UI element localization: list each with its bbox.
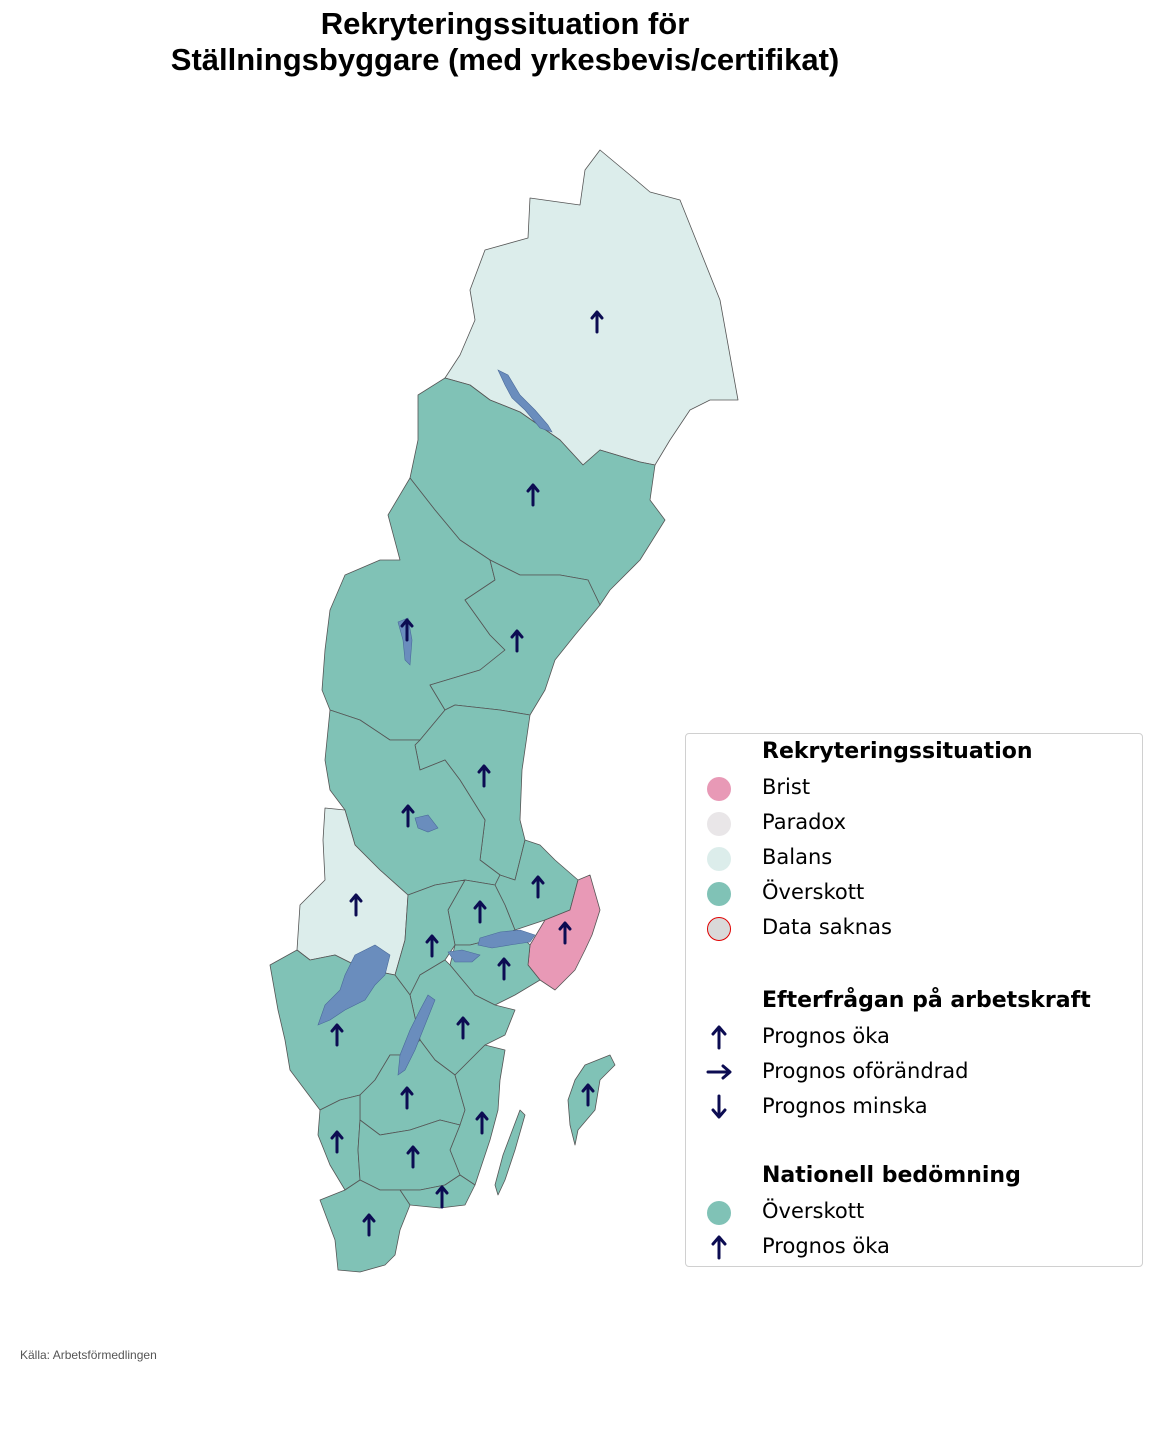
legend-prognos-oka-label: Prognos öka (762, 1024, 890, 1048)
legend-title-efterfragan: Efterfrågan på arbetskraft (762, 988, 1091, 1013)
region-arrows (330, 310, 604, 1237)
region-halland (317, 1094, 361, 1191)
arrow-up-icon (581, 1083, 595, 1107)
lake-siljan (414, 814, 439, 833)
legend-title-rekrytering: Rekryteringssituation (762, 739, 1033, 764)
arrow-up-icon (456, 1016, 470, 1040)
arrow-up-icon (425, 934, 439, 958)
arrow-up-icon (526, 483, 540, 507)
source-note: Källa: Arbetsförmedlingen (20, 1348, 157, 1362)
lake-malaren (477, 929, 536, 949)
lake-vattern (397, 994, 436, 1076)
arrow-up-icon (330, 1023, 344, 1047)
arrow-up-icon (711, 1025, 727, 1050)
legend-brist-label: Brist (762, 775, 811, 799)
arrow-up-icon (330, 1130, 344, 1154)
region-gotland (567, 1054, 616, 1146)
arrow-up-icon (477, 764, 491, 788)
map-title: Rekryteringssituation för Ställningsbygg… (0, 6, 1010, 78)
arrow-up-icon (590, 310, 604, 334)
lake-hjalmaren (447, 949, 481, 963)
legend-brist-swatch (707, 777, 731, 801)
legend-national-status-swatch (707, 1201, 731, 1225)
arrow-up-icon (510, 629, 524, 653)
arrow-right-icon (706, 1064, 732, 1080)
arrow-up-icon (362, 1213, 376, 1237)
arrow-up-icon (711, 1235, 727, 1260)
arrow-down-icon (711, 1094, 727, 1119)
legend-balans-swatch (707, 847, 731, 871)
legend-data-saknas-label: Data saknas (762, 915, 892, 939)
arrow-up-icon (531, 875, 545, 899)
legend-balans-label: Balans (762, 845, 833, 869)
arrow-up-icon (497, 957, 511, 981)
arrow-up-icon (473, 900, 487, 924)
lakes (317, 369, 553, 1076)
legend-title-nationell: Nationell bedömning (762, 1163, 1021, 1188)
region-oland (494, 1109, 526, 1196)
legend: Rekryteringssituation Brist Paradox Bala… (685, 733, 1143, 1267)
region-skane (319, 1179, 411, 1273)
title-line-1: Rekryteringssituation för (320, 6, 690, 41)
legend-national-status-label: Överskott (762, 1199, 865, 1223)
arrow-up-icon (435, 1185, 449, 1209)
region-kronoberg (357, 1119, 461, 1191)
legend-prognos-minska-label: Prognos minska (762, 1094, 928, 1118)
legend-overskott-label: Överskott (762, 880, 865, 904)
legend-data-saknas-swatch (707, 917, 731, 941)
sweden-map (269, 149, 739, 1273)
arrow-up-icon (475, 1111, 489, 1135)
legend-paradox-label: Paradox (762, 810, 847, 834)
arrow-up-icon (558, 921, 572, 945)
arrow-up-icon (401, 804, 415, 828)
legend-prognos-oforandrad-label: Prognos oförändrad (762, 1059, 969, 1083)
title-line-2: Ställningsbyggare (med yrkesbevis/certif… (170, 42, 840, 77)
legend-paradox-swatch (707, 812, 731, 836)
lake-vanern (317, 944, 391, 1026)
lake-tornetrask (497, 369, 553, 433)
arrow-up-icon (400, 1086, 414, 1110)
arrow-up-icon (400, 618, 414, 642)
arrow-up-icon (406, 1145, 420, 1169)
legend-overskott-swatch (707, 882, 731, 906)
legend-national-prognos-label: Prognos öka (762, 1234, 890, 1258)
arrow-up-icon (349, 893, 363, 917)
